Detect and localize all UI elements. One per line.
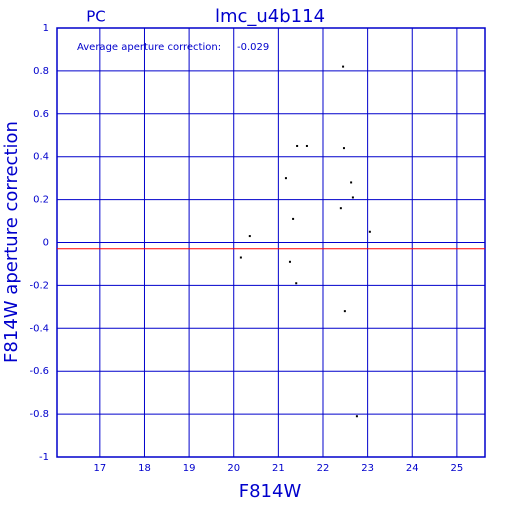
y-tick-label: 0.4 [33,152,49,163]
point [305,144,308,147]
y-tick-label: -0.8 [29,409,49,420]
y-tick-label: 0 [43,238,49,249]
y-axis-label: F814W aperture correction [1,121,22,363]
annotation-value: -0.029 [237,42,269,53]
point [339,207,342,210]
point [296,144,299,147]
plot-frame [56,27,486,458]
point [351,196,354,199]
x-tick-label: 24 [406,463,419,474]
point [342,65,345,68]
y-tick-label: -1 [39,452,49,463]
x-tick-label: 20 [227,463,240,474]
y-tick-label: 0.8 [33,66,49,77]
x-tick-label: 22 [317,463,330,474]
point [295,282,298,285]
x-axis-label: F814W [239,481,302,502]
annotation-label: Average aperture correction: [77,42,221,53]
chart-title: lmc_u4b114 [215,6,325,27]
x-tick-label: 21 [272,463,285,474]
x-tick-label: 18 [138,463,151,474]
point [355,415,358,418]
chart-subtitle: PC [86,8,106,26]
point [239,256,242,259]
x-tick-label: 23 [361,463,374,474]
y-tick-label: -0.6 [29,366,49,377]
x-tick-label: 19 [183,463,196,474]
y-tick-label: -0.2 [29,280,49,291]
point [343,310,346,313]
y-tick-label: 0.2 [33,195,49,206]
point [350,181,353,184]
y-tick-label: 1 [43,23,49,34]
x-tick-label: 17 [93,463,106,474]
y-tick-label: 0.6 [33,109,49,120]
point [288,260,291,263]
point [368,230,371,233]
point [248,235,251,238]
point [284,177,287,180]
y-tick-label: -0.4 [29,323,49,334]
point [292,217,295,220]
point [342,147,345,150]
x-tick-label: 25 [451,463,464,474]
